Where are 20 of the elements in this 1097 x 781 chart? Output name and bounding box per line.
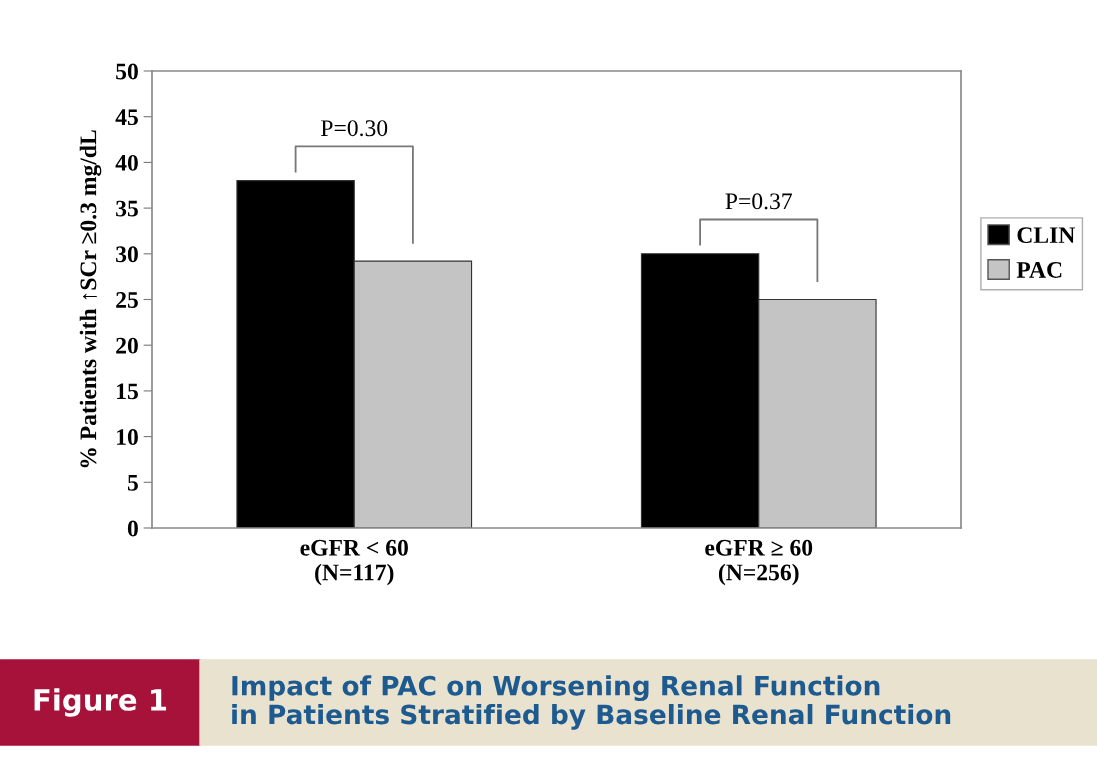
y-tick-label: 45 <box>115 109 138 126</box>
legend-label: CLIN <box>1017 227 1076 244</box>
y-tick-label: 40 <box>115 154 138 171</box>
y-axis-title: % Patients with ↑SCr ≥0.3 mg/dL <box>79 130 102 468</box>
y-tick-label: 5 <box>127 475 138 491</box>
annotation: P=0.30 <box>321 120 388 137</box>
y-tick-label: 15 <box>117 383 138 400</box>
y-tick-label: 50 <box>116 63 138 80</box>
y-tick-label: 10 <box>117 429 138 446</box>
annotation: P=0.37 <box>725 193 792 210</box>
y-tick-label: 25 <box>116 292 138 308</box>
x-tick-label: eGFR < 60 (N=117) <box>300 539 408 586</box>
y-tick-label: 0 <box>127 520 138 537</box>
caption: Figure 1 <box>34 688 167 717</box>
y-tick-label: 30 <box>116 246 138 263</box>
x-tick-label: eGFR ≥ 60 (N=256) <box>705 539 813 586</box>
y-tick-label: 35 <box>116 200 138 217</box>
legend-label: PAC <box>1016 262 1062 278</box>
text: Impact of PAC on Worsening Renal Function in Patients Stratified by Baseline Renal Function <box>232 675 951 730</box>
y-tick-label: 20 <box>116 337 138 354</box>
